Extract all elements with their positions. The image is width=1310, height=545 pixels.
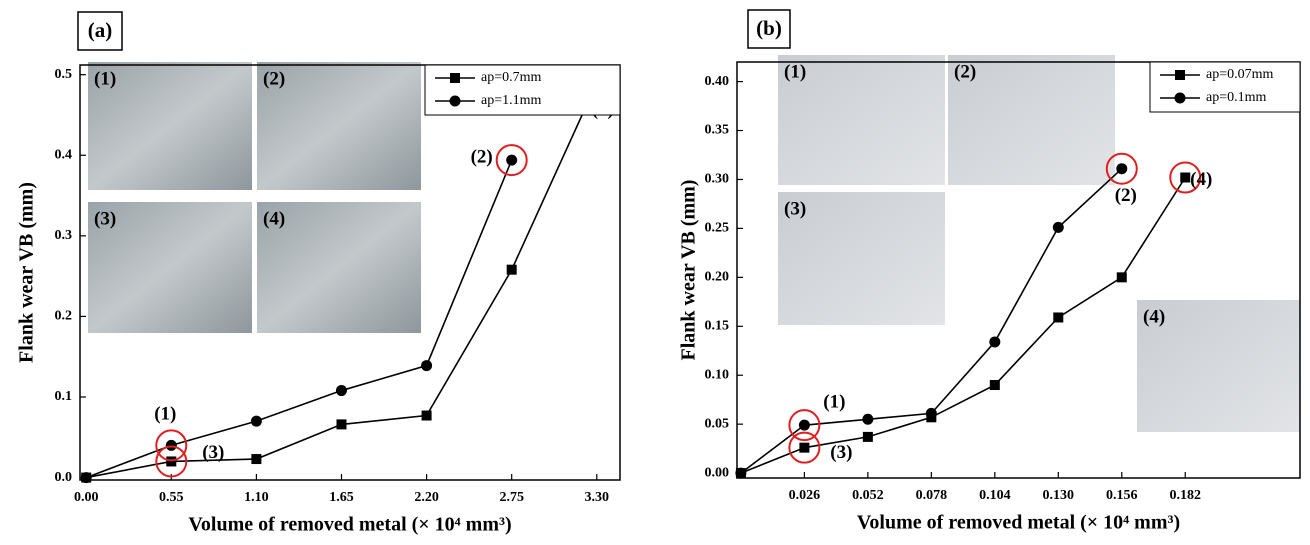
inset-label: (1) — [94, 68, 116, 89]
panel-label: (b) — [756, 16, 782, 40]
x-tick-label: 0.00 — [74, 490, 99, 505]
y-tick-label: 0.40 — [705, 74, 730, 89]
x-tick-label: 1.65 — [329, 490, 354, 505]
y-tick-label: 0.0 — [55, 470, 73, 485]
annotation: (1) — [823, 392, 845, 413]
data-point — [336, 385, 347, 396]
x-tick-label: 3.30 — [585, 490, 610, 505]
annotation: (4) — [1190, 169, 1212, 190]
x-tick-label: 0.026 — [789, 488, 821, 503]
y-tick-label: 0.20 — [705, 270, 730, 285]
data-point — [799, 443, 809, 453]
data-point — [926, 408, 937, 419]
data-point — [735, 468, 746, 479]
data-point — [799, 420, 810, 431]
inset-label: (4) — [263, 208, 285, 229]
y-tick-label: 0.25 — [705, 221, 730, 236]
annotation: (2) — [471, 146, 493, 167]
x-tick-label: 0.156 — [1106, 488, 1138, 503]
annotation: (1) — [154, 404, 176, 425]
x-tick-label: 0.052 — [852, 488, 884, 503]
y-axis-title: Flank wear VB (mm) — [16, 182, 38, 363]
data-point — [990, 380, 1000, 390]
data-point — [1180, 173, 1190, 183]
x-tick-label: 0.130 — [1043, 488, 1075, 503]
y-tick-label: 0.00 — [705, 465, 730, 480]
inset-label: (2) — [954, 61, 976, 82]
x-axis-title: Volume of removed metal (× 10⁴ mm³) — [188, 514, 511, 536]
data-point — [506, 155, 517, 166]
data-point — [251, 416, 262, 427]
y-tick-label: 0.05 — [705, 416, 730, 431]
annotation: (3) — [202, 442, 224, 463]
y-tick-label: 0.3 — [55, 228, 73, 243]
data-point — [507, 265, 517, 275]
annotation: (3) — [830, 442, 852, 463]
y-axis-title: Flank wear VB (mm) — [678, 180, 700, 361]
y-tick-label: 0.30 — [705, 172, 730, 187]
panel-label: (a) — [88, 18, 113, 42]
legend-marker — [450, 96, 461, 107]
data-point — [336, 419, 346, 429]
figure: (1) (2) (3) (4) 0.00 0.55 1.10 1.65 2.20 2.75 3.30… — [0, 0, 1310, 545]
x-tick-label: 2.20 — [414, 490, 439, 505]
data-point — [166, 456, 176, 466]
y-tick-label: 0.4 — [55, 147, 73, 162]
legend-marker — [450, 73, 460, 83]
data-point — [166, 440, 177, 451]
x-tick-label: 0.078 — [916, 488, 948, 503]
data-point — [81, 472, 92, 483]
data-point — [989, 336, 1000, 347]
y-tick-label: 0.35 — [705, 123, 730, 138]
y-tick-label: 0.5 — [55, 67, 73, 82]
inset-label: (1) — [784, 61, 806, 82]
legend-marker — [1175, 93, 1186, 104]
data-point — [1116, 163, 1127, 174]
inset-label: (3) — [94, 208, 116, 229]
data-point — [421, 360, 432, 371]
data-point — [251, 454, 261, 464]
inset-label: (2) — [263, 68, 285, 89]
inset-label: (4) — [1143, 306, 1165, 327]
data-point — [422, 411, 432, 421]
y-tick-label: 0.10 — [705, 367, 730, 382]
data-point — [862, 414, 873, 425]
data-point — [1117, 272, 1127, 282]
y-tick-label: 0.1 — [55, 389, 73, 404]
panel: (1) (2) (3) (4) 0.00 0.55 1.10 1.65 2.20 2.75 3.30… — [16, 12, 620, 536]
y-tick-label: 0.15 — [705, 319, 730, 334]
y-tick-label: 0.2 — [55, 309, 73, 324]
x-axis-title: Volume of removed metal (× 10⁴ mm³) — [857, 512, 1180, 534]
annotation: (2) — [1115, 185, 1137, 206]
data-point — [1053, 312, 1063, 322]
legend-label: ap=0.1mm — [1206, 90, 1266, 105]
legend-marker — [1175, 70, 1185, 80]
x-tick-label: 0.182 — [1170, 488, 1202, 503]
x-tick-label: 0.104 — [979, 488, 1011, 503]
legend-label: ap=0.07mm — [1206, 67, 1273, 82]
x-tick-label: 2.75 — [499, 490, 524, 505]
inset-label: (3) — [784, 198, 806, 219]
x-tick-label: 1.10 — [244, 490, 269, 505]
legend-label: ap=1.1mm — [481, 93, 541, 108]
panel: (1) (2) (3) (4) 0.026 0.052 0.078 0.104 0.130 0.1… — [678, 10, 1300, 534]
x-tick-label: 0.55 — [159, 490, 184, 505]
data-point — [1053, 222, 1064, 233]
data-point — [863, 432, 873, 442]
legend-label: ap=0.7mm — [481, 70, 541, 85]
